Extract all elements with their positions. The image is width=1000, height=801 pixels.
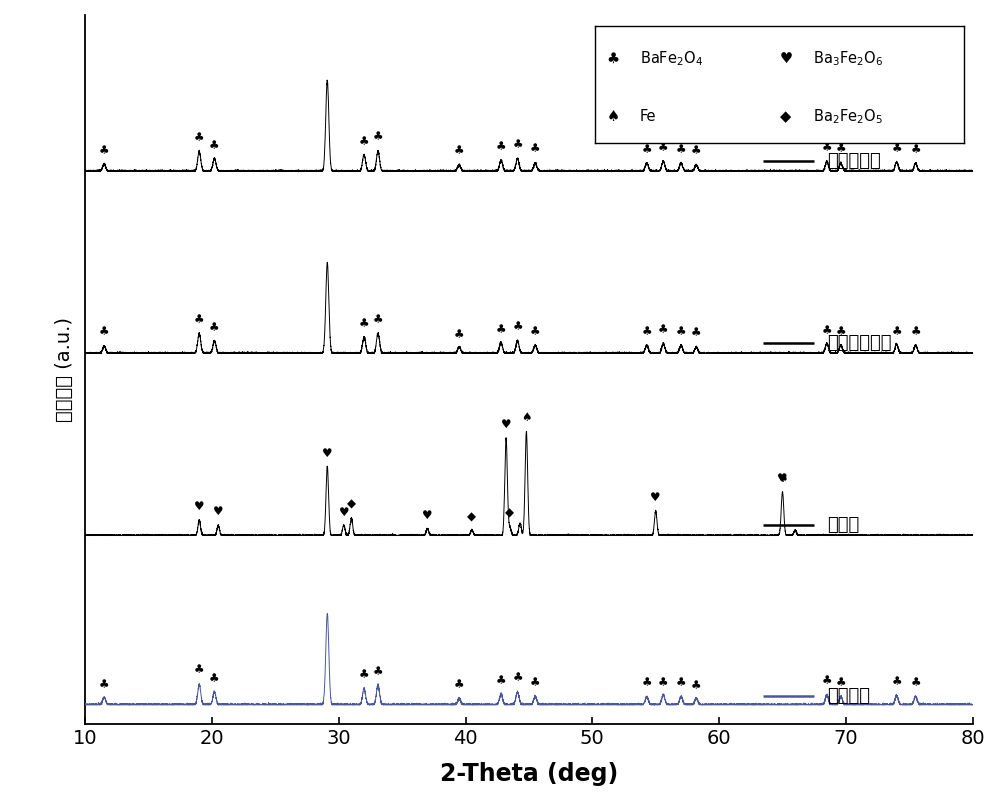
- Text: ♣: ♣: [691, 144, 702, 157]
- Text: ♣: ♣: [658, 141, 669, 154]
- Text: ♣: ♣: [496, 323, 506, 336]
- Text: ♣: ♣: [454, 328, 464, 340]
- Text: ♣: ♣: [891, 143, 902, 155]
- Text: ♣: ♣: [530, 677, 540, 690]
- Text: ♣: ♣: [530, 143, 540, 155]
- Text: ♣: ♣: [676, 676, 686, 689]
- Text: ♣: ♣: [99, 678, 109, 690]
- Text: ♣: ♣: [99, 144, 109, 157]
- Text: ♥: ♥: [501, 418, 511, 431]
- Text: ♣: ♣: [836, 143, 846, 155]
- Text: ♣: ♣: [512, 320, 523, 332]
- Text: ♠: ♠: [521, 411, 532, 425]
- X-axis label: 2-Theta (deg): 2-Theta (deg): [440, 762, 618, 786]
- Text: ♣: ♣: [373, 665, 383, 678]
- Text: ♣: ♣: [359, 668, 369, 681]
- Text: ♣: ♣: [691, 327, 702, 340]
- Text: ♣: ♣: [530, 325, 540, 338]
- Text: ♣: ♣: [658, 676, 669, 689]
- Text: ♥: ♥: [422, 509, 433, 521]
- Text: ♣: ♣: [836, 676, 846, 689]
- Text: ♣: ♣: [194, 131, 204, 143]
- Text: ♣: ♣: [359, 317, 369, 330]
- Text: ♣: ♣: [209, 321, 220, 334]
- Text: ♣: ♣: [910, 325, 921, 338]
- Text: ♣: ♣: [642, 325, 652, 338]
- Text: ♣: ♣: [209, 139, 220, 151]
- Text: ♣: ♣: [194, 313, 204, 327]
- Text: ♣: ♣: [359, 135, 369, 148]
- Text: ◆: ◆: [505, 506, 514, 520]
- Text: ♣: ♣: [658, 323, 669, 336]
- Text: ♣: ♣: [676, 143, 686, 156]
- Text: ♣: ♣: [642, 676, 652, 689]
- Text: ◆: ◆: [467, 510, 476, 523]
- Text: ♣: ♣: [910, 143, 921, 156]
- Text: 还原后: 还原后: [827, 516, 859, 534]
- Text: ♣: ♣: [891, 324, 902, 337]
- Text: ♣: ♣: [910, 676, 921, 689]
- Text: ♥: ♥: [339, 506, 349, 519]
- Text: ♥: ♥: [650, 491, 661, 504]
- Text: ♣: ♣: [642, 143, 652, 156]
- Text: ♣: ♣: [454, 678, 464, 691]
- Text: ♣: ♣: [454, 144, 464, 157]
- Text: ◆: ◆: [347, 498, 356, 511]
- Text: ♣: ♣: [512, 670, 523, 684]
- Text: ♣: ♣: [194, 663, 204, 677]
- Text: ♠: ♠: [777, 472, 788, 485]
- Text: ♣: ♣: [822, 141, 832, 154]
- Text: ♣: ♣: [822, 324, 832, 337]
- Text: ♣: ♣: [822, 674, 832, 687]
- Text: ♣: ♣: [99, 325, 109, 339]
- Text: ♣: ♣: [512, 139, 523, 151]
- Text: 水蒸气氧化后: 水蒸气氧化后: [827, 334, 891, 352]
- Text: ♣: ♣: [209, 672, 220, 685]
- Text: ♥: ♥: [213, 505, 223, 518]
- Text: ♣: ♣: [373, 131, 383, 143]
- Text: ♣: ♣: [891, 674, 902, 687]
- Text: ♣: ♣: [836, 324, 846, 337]
- Y-axis label: 信号强度 (a.u.): 信号强度 (a.u.): [55, 317, 74, 422]
- Text: ♥: ♥: [322, 447, 333, 460]
- Text: ♥: ♥: [777, 472, 788, 485]
- Text: ♣: ♣: [373, 313, 383, 326]
- Text: ♥: ♥: [194, 500, 204, 513]
- Text: ♣: ♣: [496, 140, 506, 153]
- Text: ♣: ♣: [496, 674, 506, 686]
- Text: 空气氧化后: 空气氧化后: [827, 151, 881, 170]
- Text: 原始样品: 原始样品: [827, 686, 870, 705]
- Text: ♣: ♣: [691, 679, 702, 692]
- Text: ♣: ♣: [676, 324, 686, 337]
